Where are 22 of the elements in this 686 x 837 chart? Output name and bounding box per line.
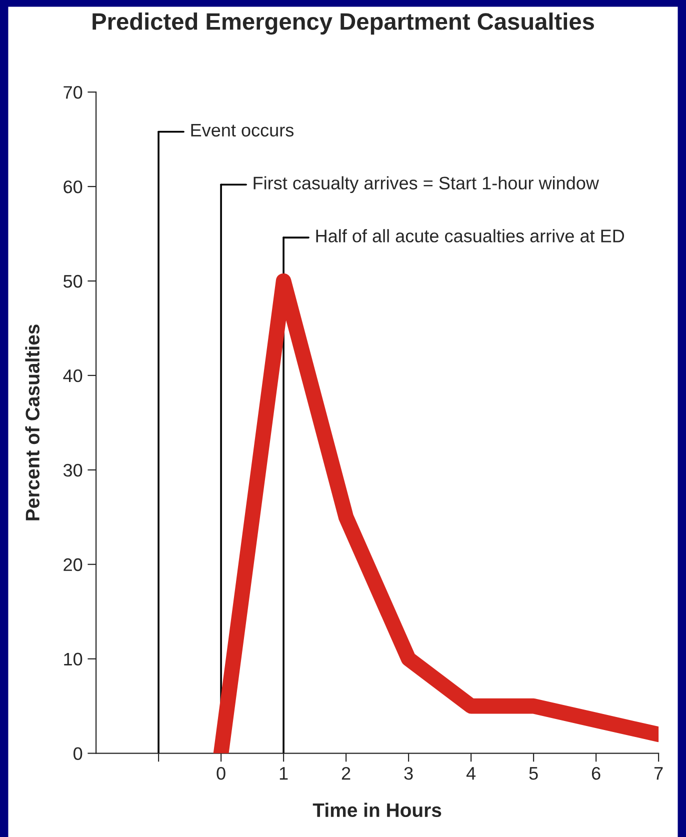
- chart-title: Predicted Emergency Department Casualties: [92, 12, 594, 35]
- x-tick-label: 2: [342, 766, 350, 780]
- y-tick-label: 70: [64, 86, 82, 99]
- x-tick-label: 6: [592, 766, 600, 780]
- x-tick-label: 0: [216, 766, 226, 780]
- ref-line-label: First casualty arrives = Start 1-hour window: [254, 176, 600, 194]
- x-tick-label: 4: [466, 767, 476, 780]
- x-tick-label: 1: [280, 767, 288, 780]
- x-tick-label: 5: [529, 767, 538, 780]
- y-axis-title: Percent of Casualties: [25, 324, 40, 520]
- y-tick-label: 10: [64, 652, 82, 666]
- y-tick-label: 50: [63, 274, 82, 288]
- x-tick-label: 7: [654, 767, 663, 780]
- x-tick-label: 3: [404, 766, 413, 780]
- y-tick-label: 60: [64, 180, 82, 194]
- ref-line-label: Half of all acute casualties arrive at ED: [316, 229, 624, 242]
- y-tick-label: 40: [63, 369, 82, 382]
- y-tick-label: 20: [64, 558, 82, 572]
- y-tick-label: 0: [74, 747, 82, 760]
- ref-line-label: Event occurs: [191, 124, 294, 137]
- x-axis-title: Time in Hours: [312, 802, 442, 818]
- y-tick-label: 30: [63, 464, 82, 477]
